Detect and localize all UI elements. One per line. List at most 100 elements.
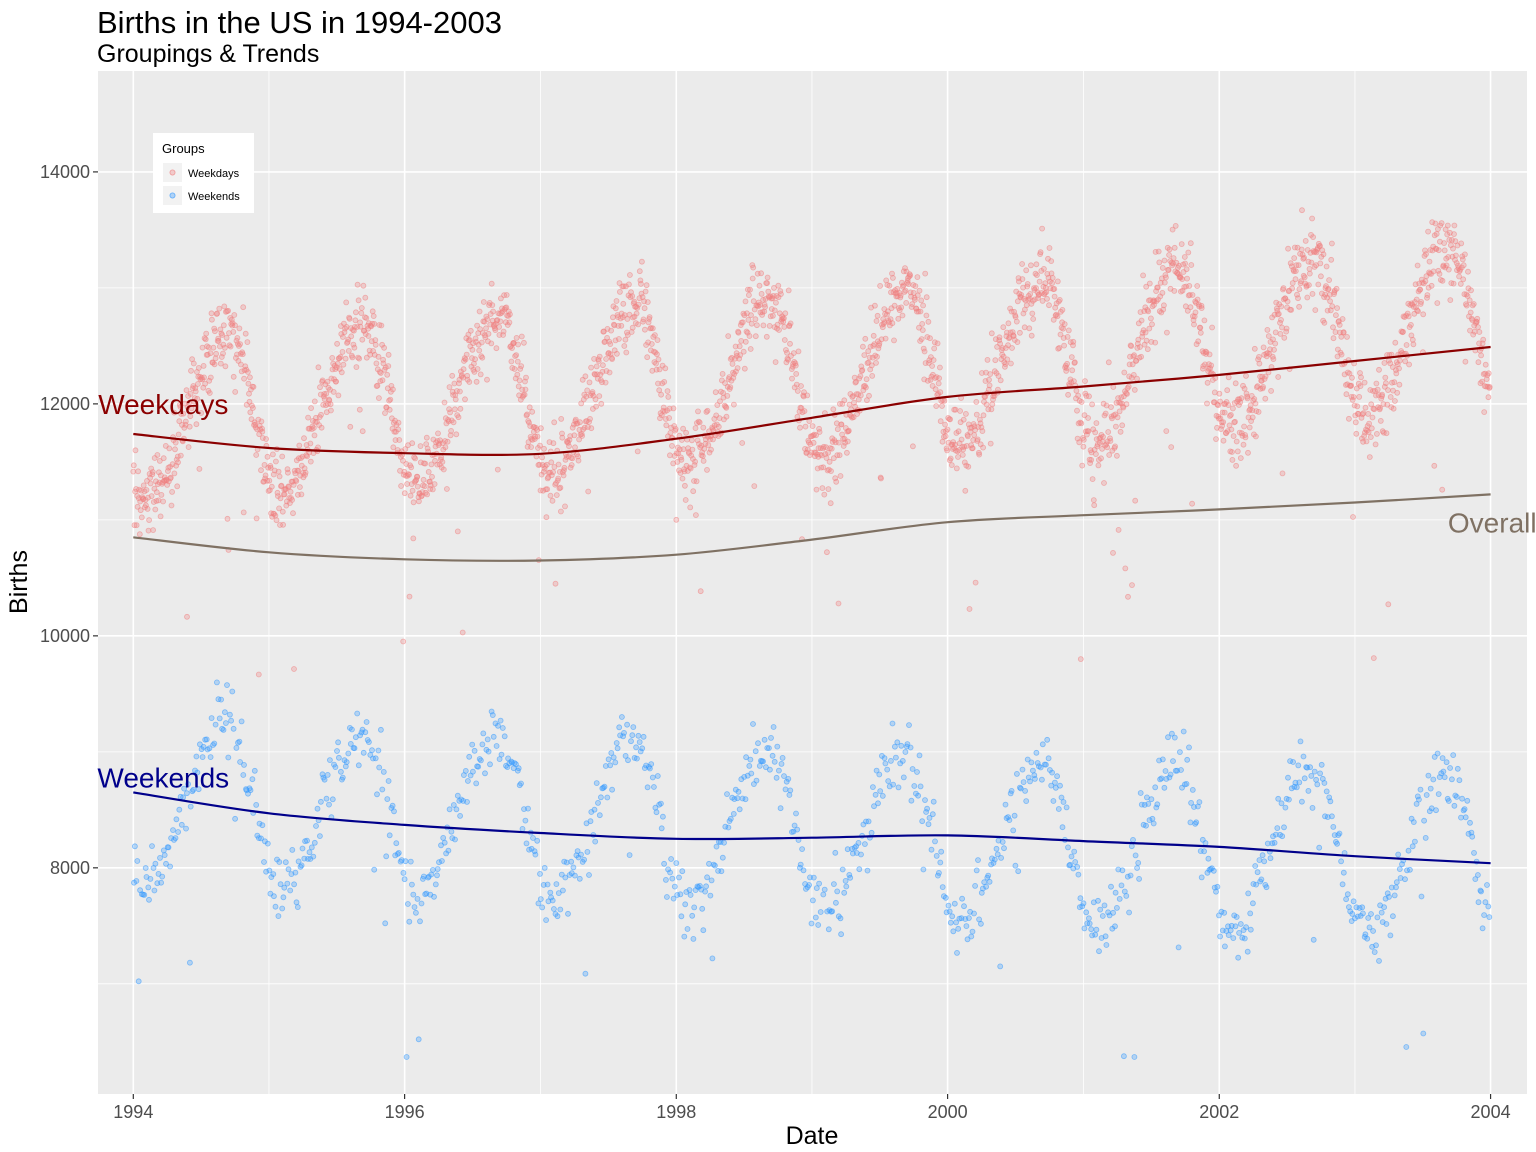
- weekday-point: [195, 364, 202, 371]
- weekend-point: [983, 883, 989, 890]
- weekend-point: [689, 912, 696, 919]
- weekend-point: [241, 762, 247, 768]
- weekday-point: [937, 389, 944, 396]
- weekday-point: [615, 322, 622, 329]
- weekday-point: [620, 300, 627, 307]
- weekday-point: [1021, 324, 1028, 331]
- weekday-point: [804, 392, 811, 399]
- weekday-point: [210, 344, 217, 351]
- weekday-point: [526, 404, 533, 411]
- weekend-point: [515, 765, 522, 772]
- weekday-point: [1004, 356, 1011, 363]
- weekday-point: [923, 294, 930, 301]
- weekend-point: [1097, 906, 1104, 913]
- weekend-point: [484, 736, 491, 743]
- weekend-point: [834, 888, 841, 895]
- weekday-point: [1327, 298, 1333, 305]
- weekend-point: [406, 918, 413, 925]
- weekend-point: [1011, 812, 1018, 819]
- weekend-point: [1002, 801, 1009, 808]
- weekday-point: [747, 286, 753, 293]
- weekend-point: [1080, 900, 1087, 907]
- weekend-point: [434, 872, 440, 879]
- weekend-point: [485, 748, 492, 755]
- weekday-point: [132, 447, 139, 454]
- weekend-point: [1108, 883, 1114, 890]
- weekend-point: [1086, 920, 1093, 927]
- weekend-point: [658, 800, 664, 807]
- weekend-point: [551, 906, 557, 912]
- weekday-point: [717, 398, 723, 405]
- weekday-point: [246, 374, 253, 381]
- weekday-point: [347, 423, 354, 430]
- weekday-point: [255, 416, 262, 423]
- weekend-point: [382, 920, 389, 927]
- weekend-point: [1044, 736, 1051, 743]
- weekday-point: [346, 315, 353, 322]
- weekday-point: [1289, 285, 1295, 292]
- weekday-point: [635, 301, 642, 308]
- weekday-point: [898, 304, 905, 311]
- weekday-point: [1008, 360, 1014, 367]
- weekday-point: [824, 549, 830, 556]
- weekend-point: [1204, 869, 1211, 876]
- weekday-point: [700, 457, 707, 464]
- weekday-point: [373, 360, 380, 367]
- weekday-point: [1385, 387, 1391, 394]
- weekday-point: [182, 418, 189, 425]
- weekend-point: [787, 787, 794, 794]
- weekday-point: [1014, 298, 1021, 305]
- weekend-point: [186, 959, 193, 966]
- weekend-point: [1075, 871, 1082, 878]
- weekday-point: [903, 299, 910, 306]
- weekday-point: [175, 431, 182, 438]
- weekend-point: [1137, 790, 1144, 796]
- weekday-point: [1439, 486, 1446, 493]
- weekday-point: [984, 356, 991, 363]
- weekday-point: [1024, 281, 1031, 287]
- weekday-point: [813, 432, 819, 439]
- weekday-point: [1350, 514, 1356, 520]
- weekday-point: [1039, 225, 1045, 232]
- weekend-point: [293, 899, 300, 906]
- weekday-point: [1085, 415, 1091, 421]
- weekday-point: [333, 378, 340, 385]
- weekend-point: [357, 732, 364, 739]
- weekday-point: [473, 378, 480, 385]
- weekday-point: [538, 425, 544, 432]
- weekday-point: [1209, 324, 1215, 331]
- weekend-point: [668, 856, 674, 862]
- weekday-point: [638, 280, 644, 287]
- weekday-point: [725, 333, 732, 340]
- weekday-point: [1262, 395, 1269, 402]
- weekday-point: [1014, 339, 1021, 346]
- weekend-point: [838, 931, 844, 938]
- weekday-point: [324, 378, 331, 385]
- weekend-point: [760, 758, 766, 765]
- weekday-point: [569, 455, 576, 462]
- weekend-point: [1301, 775, 1308, 782]
- weekend-point: [407, 858, 414, 865]
- weekend-point: [1391, 892, 1398, 899]
- weekday-point: [1065, 391, 1071, 398]
- weekend-point: [228, 717, 235, 724]
- weekday-point: [1281, 334, 1288, 341]
- weekday-point: [1387, 394, 1394, 400]
- weekday-point: [356, 406, 363, 413]
- weekday-point: [781, 337, 788, 343]
- weekend-point: [1295, 762, 1302, 769]
- weekday-point: [469, 346, 476, 353]
- weekend-point: [489, 712, 496, 718]
- weekend-point: [1403, 1044, 1410, 1050]
- weekday-point: [1346, 370, 1353, 377]
- weekday-point: [137, 507, 144, 514]
- weekend-point: [159, 873, 166, 880]
- annotation-weekdays: Weekdays: [98, 389, 228, 420]
- weekend-point: [454, 792, 461, 799]
- weekday-point: [245, 380, 252, 387]
- weekend-point: [369, 747, 375, 754]
- weekday-point: [402, 446, 409, 453]
- weekday-point: [220, 350, 226, 357]
- weekend-point: [1300, 753, 1307, 760]
- weekday-point: [241, 375, 248, 382]
